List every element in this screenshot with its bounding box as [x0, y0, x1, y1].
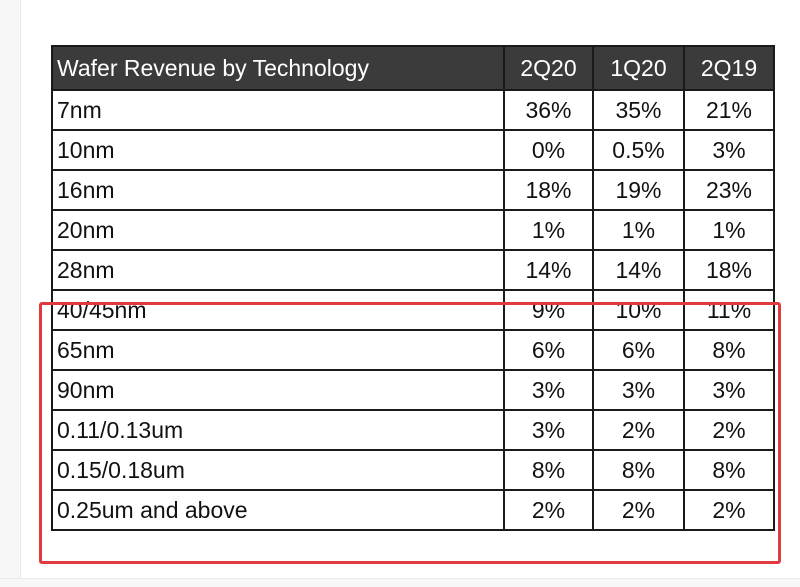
value-2q20-cell: 6% — [503, 329, 594, 371]
technology-cell: 0.11/0.13um — [51, 409, 505, 451]
technology-cell: 0.15/0.18um — [51, 449, 505, 491]
value-2q20-cell: 18% — [503, 169, 594, 211]
value-2q19-cell: 8% — [683, 449, 775, 491]
table-row: 0.25um and above 2% 2% 2% — [51, 489, 775, 531]
technology-cell: 7nm — [51, 89, 505, 131]
value-2q20-cell: 14% — [503, 249, 594, 291]
value-2q19-cell: 8% — [683, 329, 775, 371]
header-technology: Wafer Revenue by Technology — [51, 45, 505, 91]
table-row: 0.15/0.18um 8% 8% 8% — [51, 449, 775, 491]
technology-cell: 10nm — [51, 129, 505, 171]
technology-cell: 28nm — [51, 249, 505, 291]
header-2q20: 2Q20 — [503, 45, 594, 91]
value-1q20-cell: 1% — [592, 209, 685, 251]
value-1q20-cell: 19% — [592, 169, 685, 211]
value-1q20-cell: 0.5% — [592, 129, 685, 171]
value-1q20-cell: 3% — [592, 369, 685, 411]
table-row: 7nm 36% 35% 21% — [51, 89, 775, 131]
value-1q20-cell: 2% — [592, 409, 685, 451]
technology-cell: 65nm — [51, 329, 505, 371]
technology-cell: 16nm — [51, 169, 505, 211]
value-1q20-cell: 8% — [592, 449, 685, 491]
table-row: 65nm 6% 6% 8% — [51, 329, 775, 371]
value-2q20-cell: 9% — [503, 289, 594, 331]
table-row: 20nm 1% 1% 1% — [51, 209, 775, 251]
table-header-row: Wafer Revenue by Technology 2Q20 1Q20 2Q… — [51, 45, 775, 91]
value-1q20-cell: 10% — [592, 289, 685, 331]
value-2q19-cell: 3% — [683, 129, 775, 171]
value-2q19-cell: 2% — [683, 409, 775, 451]
value-1q20-cell: 14% — [592, 249, 685, 291]
value-2q20-cell: 3% — [503, 409, 594, 451]
technology-cell: 20nm — [51, 209, 505, 251]
technology-cell: 0.25um and above — [51, 489, 505, 531]
table-row: 40/45nm 9% 10% 11% — [51, 289, 775, 331]
table-container: Wafer Revenue by Technology 2Q20 1Q20 2Q… — [51, 45, 775, 531]
value-2q20-cell: 0% — [503, 129, 594, 171]
value-2q20-cell: 1% — [503, 209, 594, 251]
table-row: 10nm 0% 0.5% 3% — [51, 129, 775, 171]
technology-cell: 90nm — [51, 369, 505, 411]
value-1q20-cell: 35% — [592, 89, 685, 131]
value-2q19-cell: 18% — [683, 249, 775, 291]
value-1q20-cell: 6% — [592, 329, 685, 371]
header-2q19: 2Q19 — [683, 45, 775, 91]
header-1q20: 1Q20 — [592, 45, 685, 91]
value-2q19-cell: 11% — [683, 289, 775, 331]
value-2q19-cell: 2% — [683, 489, 775, 531]
value-1q20-cell: 2% — [592, 489, 685, 531]
left-gutter — [0, 0, 21, 587]
table-row: 28nm 14% 14% 18% — [51, 249, 775, 291]
value-2q19-cell: 23% — [683, 169, 775, 211]
value-2q19-cell: 1% — [683, 209, 775, 251]
bottom-gutter — [0, 578, 800, 587]
table-row: 90nm 3% 3% 3% — [51, 369, 775, 411]
table-row: 0.11/0.13um 3% 2% 2% — [51, 409, 775, 451]
value-2q19-cell: 3% — [683, 369, 775, 411]
table-row: 16nm 18% 19% 23% — [51, 169, 775, 211]
value-2q20-cell: 36% — [503, 89, 594, 131]
technology-cell: 40/45nm — [51, 289, 505, 331]
value-2q20-cell: 3% — [503, 369, 594, 411]
value-2q20-cell: 2% — [503, 489, 594, 531]
value-2q19-cell: 21% — [683, 89, 775, 131]
value-2q20-cell: 8% — [503, 449, 594, 491]
wafer-revenue-table: Wafer Revenue by Technology 2Q20 1Q20 2Q… — [51, 45, 775, 531]
